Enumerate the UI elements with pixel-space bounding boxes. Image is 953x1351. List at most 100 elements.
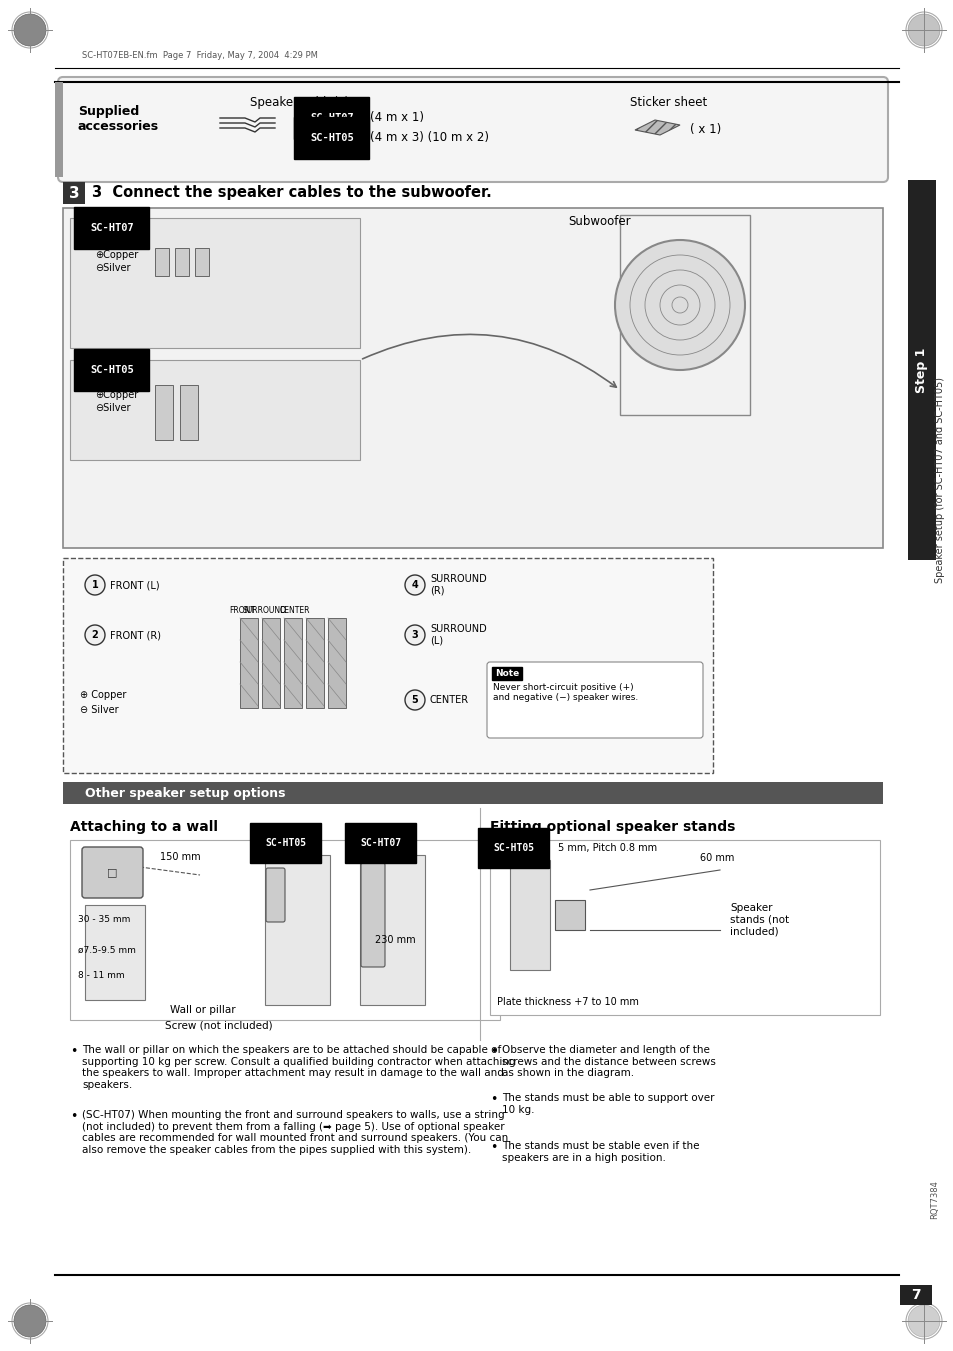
Text: Note: Note <box>495 669 518 677</box>
Text: Speaker
stands (not
included): Speaker stands (not included) <box>729 904 788 936</box>
FancyBboxPatch shape <box>262 617 280 708</box>
Text: SC-HT07: SC-HT07 <box>310 113 354 123</box>
Bar <box>63 182 85 204</box>
FancyBboxPatch shape <box>63 208 882 549</box>
FancyBboxPatch shape <box>63 558 712 773</box>
Text: SC-HT05: SC-HT05 <box>265 838 306 848</box>
FancyBboxPatch shape <box>174 249 189 276</box>
Text: 3: 3 <box>69 185 79 200</box>
Text: SURROUND: SURROUND <box>243 607 287 615</box>
Text: •: • <box>490 1142 497 1154</box>
Text: 1: 1 <box>91 580 98 590</box>
FancyBboxPatch shape <box>492 667 521 680</box>
FancyBboxPatch shape <box>359 855 424 1005</box>
Circle shape <box>405 626 424 644</box>
Text: SC-HT07: SC-HT07 <box>359 838 400 848</box>
Text: ⊖ Silver: ⊖ Silver <box>80 705 118 715</box>
Text: 60 mm: 60 mm <box>700 852 734 863</box>
Text: □: □ <box>107 867 117 877</box>
Text: 8 - 11 mm: 8 - 11 mm <box>78 970 125 979</box>
Text: The wall or pillar on which the speakers are to be attached should be capable of: The wall or pillar on which the speakers… <box>82 1046 515 1090</box>
Text: ( x 1): ( x 1) <box>689 123 720 136</box>
Text: 4: 4 <box>411 580 418 590</box>
Text: ⊖Silver: ⊖Silver <box>95 403 131 413</box>
FancyBboxPatch shape <box>555 900 584 929</box>
Circle shape <box>85 576 105 594</box>
Polygon shape <box>635 120 679 135</box>
Text: 2: 2 <box>91 630 98 640</box>
Text: CENTER: CENTER <box>279 607 310 615</box>
Text: Subwoofer: Subwoofer <box>568 215 631 228</box>
FancyBboxPatch shape <box>240 617 257 708</box>
Text: (4 m x 3) (10 m x 2): (4 m x 3) (10 m x 2) <box>370 131 489 145</box>
Text: (4 m x 1): (4 m x 1) <box>370 112 423 124</box>
FancyBboxPatch shape <box>486 662 702 738</box>
Text: Never short-circuit positive (+)
and negative (−) speaker wires.: Never short-circuit positive (+) and neg… <box>493 684 638 703</box>
Text: 3: 3 <box>411 630 418 640</box>
FancyBboxPatch shape <box>70 840 499 1020</box>
Text: RQT7384: RQT7384 <box>929 1181 939 1220</box>
Text: ⊖Silver: ⊖Silver <box>95 263 131 273</box>
Text: The stands must be stable even if the
speakers are in a high position.: The stands must be stable even if the sp… <box>501 1142 699 1163</box>
Text: 7: 7 <box>910 1288 920 1302</box>
FancyBboxPatch shape <box>907 180 935 561</box>
Text: Fitting optional speaker stands: Fitting optional speaker stands <box>490 820 735 834</box>
Text: Supplied
accessories: Supplied accessories <box>78 105 159 132</box>
Text: SURROUND
(R): SURROUND (R) <box>430 574 486 596</box>
Text: Other speaker setup options: Other speaker setup options <box>85 786 285 800</box>
FancyBboxPatch shape <box>63 782 882 804</box>
FancyBboxPatch shape <box>265 855 330 1005</box>
Text: 30 - 35 mm: 30 - 35 mm <box>78 915 131 924</box>
Circle shape <box>405 690 424 711</box>
FancyBboxPatch shape <box>306 617 324 708</box>
Text: Speaker cable(s): Speaker cable(s) <box>250 96 349 109</box>
Text: Wall or pillar: Wall or pillar <box>170 1005 235 1015</box>
Text: SURROUND
(L): SURROUND (L) <box>430 624 486 646</box>
Circle shape <box>14 1305 46 1337</box>
Circle shape <box>85 626 105 644</box>
Text: Speaker setup (for SC-HT07 and SC-HT05): Speaker setup (for SC-HT07 and SC-HT05) <box>934 377 944 584</box>
Text: The stands must be able to support over
10 kg.: The stands must be able to support over … <box>501 1093 714 1115</box>
Text: •: • <box>70 1111 77 1123</box>
Circle shape <box>615 240 744 370</box>
Text: FRONT (L): FRONT (L) <box>110 580 159 590</box>
Circle shape <box>405 576 424 594</box>
Text: ⊕Copper: ⊕Copper <box>95 250 138 259</box>
Text: 5 mm, Pitch 0.8 mm: 5 mm, Pitch 0.8 mm <box>558 843 657 852</box>
Text: •: • <box>490 1046 497 1058</box>
FancyBboxPatch shape <box>154 249 169 276</box>
Circle shape <box>907 1305 939 1337</box>
Text: SC-HT07EB-EN.fm  Page 7  Friday, May 7, 2004  4:29 PM: SC-HT07EB-EN.fm Page 7 Friday, May 7, 20… <box>82 51 317 61</box>
Text: Screw (not included): Screw (not included) <box>165 1020 273 1029</box>
Text: FRONT: FRONT <box>229 607 254 615</box>
FancyBboxPatch shape <box>58 77 887 182</box>
Text: Observe the diameter and length of the
screws and the distance between screws
as: Observe the diameter and length of the s… <box>501 1046 715 1078</box>
FancyBboxPatch shape <box>55 82 63 177</box>
FancyBboxPatch shape <box>70 359 359 459</box>
Text: SC-HT07: SC-HT07 <box>90 223 133 232</box>
Text: Attaching to a wall: Attaching to a wall <box>70 820 218 834</box>
Text: SC-HT05: SC-HT05 <box>310 132 354 143</box>
Text: 5: 5 <box>411 694 418 705</box>
Text: FRONT (R): FRONT (R) <box>110 630 161 640</box>
FancyBboxPatch shape <box>154 385 172 440</box>
Text: •: • <box>70 1046 77 1058</box>
Text: ⊕ Copper: ⊕ Copper <box>80 690 126 700</box>
FancyBboxPatch shape <box>328 617 346 708</box>
Text: •: • <box>490 1093 497 1106</box>
Circle shape <box>907 14 939 46</box>
FancyBboxPatch shape <box>82 847 143 898</box>
Text: 230 mm: 230 mm <box>375 935 415 944</box>
FancyBboxPatch shape <box>266 867 285 921</box>
Text: (SC-HT07) When mounting the front and surround speakers to walls, use a string
(: (SC-HT07) When mounting the front and su… <box>82 1111 508 1155</box>
Text: ø7.5-9.5 mm: ø7.5-9.5 mm <box>78 946 135 955</box>
Text: Sticker sheet: Sticker sheet <box>629 96 706 109</box>
Text: 3  Connect the speaker cables to the subwoofer.: 3 Connect the speaker cables to the subw… <box>91 185 491 200</box>
FancyBboxPatch shape <box>490 840 879 1015</box>
FancyBboxPatch shape <box>180 385 198 440</box>
FancyBboxPatch shape <box>70 218 359 349</box>
Text: Step 1: Step 1 <box>915 347 927 393</box>
FancyBboxPatch shape <box>360 863 385 967</box>
FancyBboxPatch shape <box>194 249 209 276</box>
Text: SC-HT05: SC-HT05 <box>493 843 534 852</box>
